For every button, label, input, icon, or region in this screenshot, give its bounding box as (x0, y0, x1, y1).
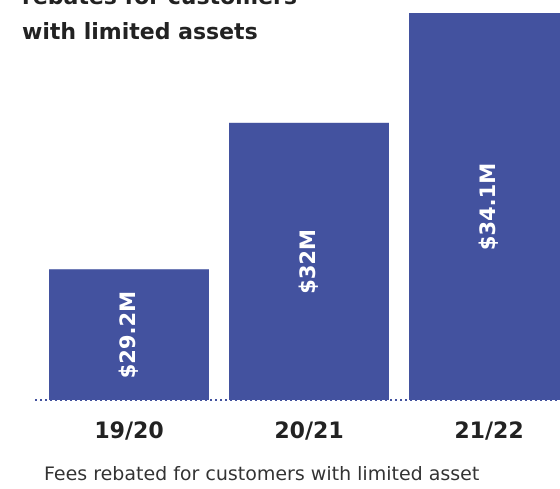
caption: Fees rebated for customers with limited … (44, 463, 479, 485)
bar (49, 269, 209, 400)
x-tick-label: 21/22 (454, 419, 523, 444)
bar (409, 13, 560, 400)
x-tick-label: 19/20 (94, 419, 163, 444)
chart-title: with limited assets (22, 20, 258, 45)
bar (229, 122, 389, 400)
x-tick-label: 20/21 (274, 419, 343, 444)
value-label: $34.1M (476, 163, 500, 250)
chart-title: rebates for customers (22, 0, 297, 10)
value-label: $32M (296, 229, 320, 294)
value-label: $29.2M (116, 291, 140, 378)
